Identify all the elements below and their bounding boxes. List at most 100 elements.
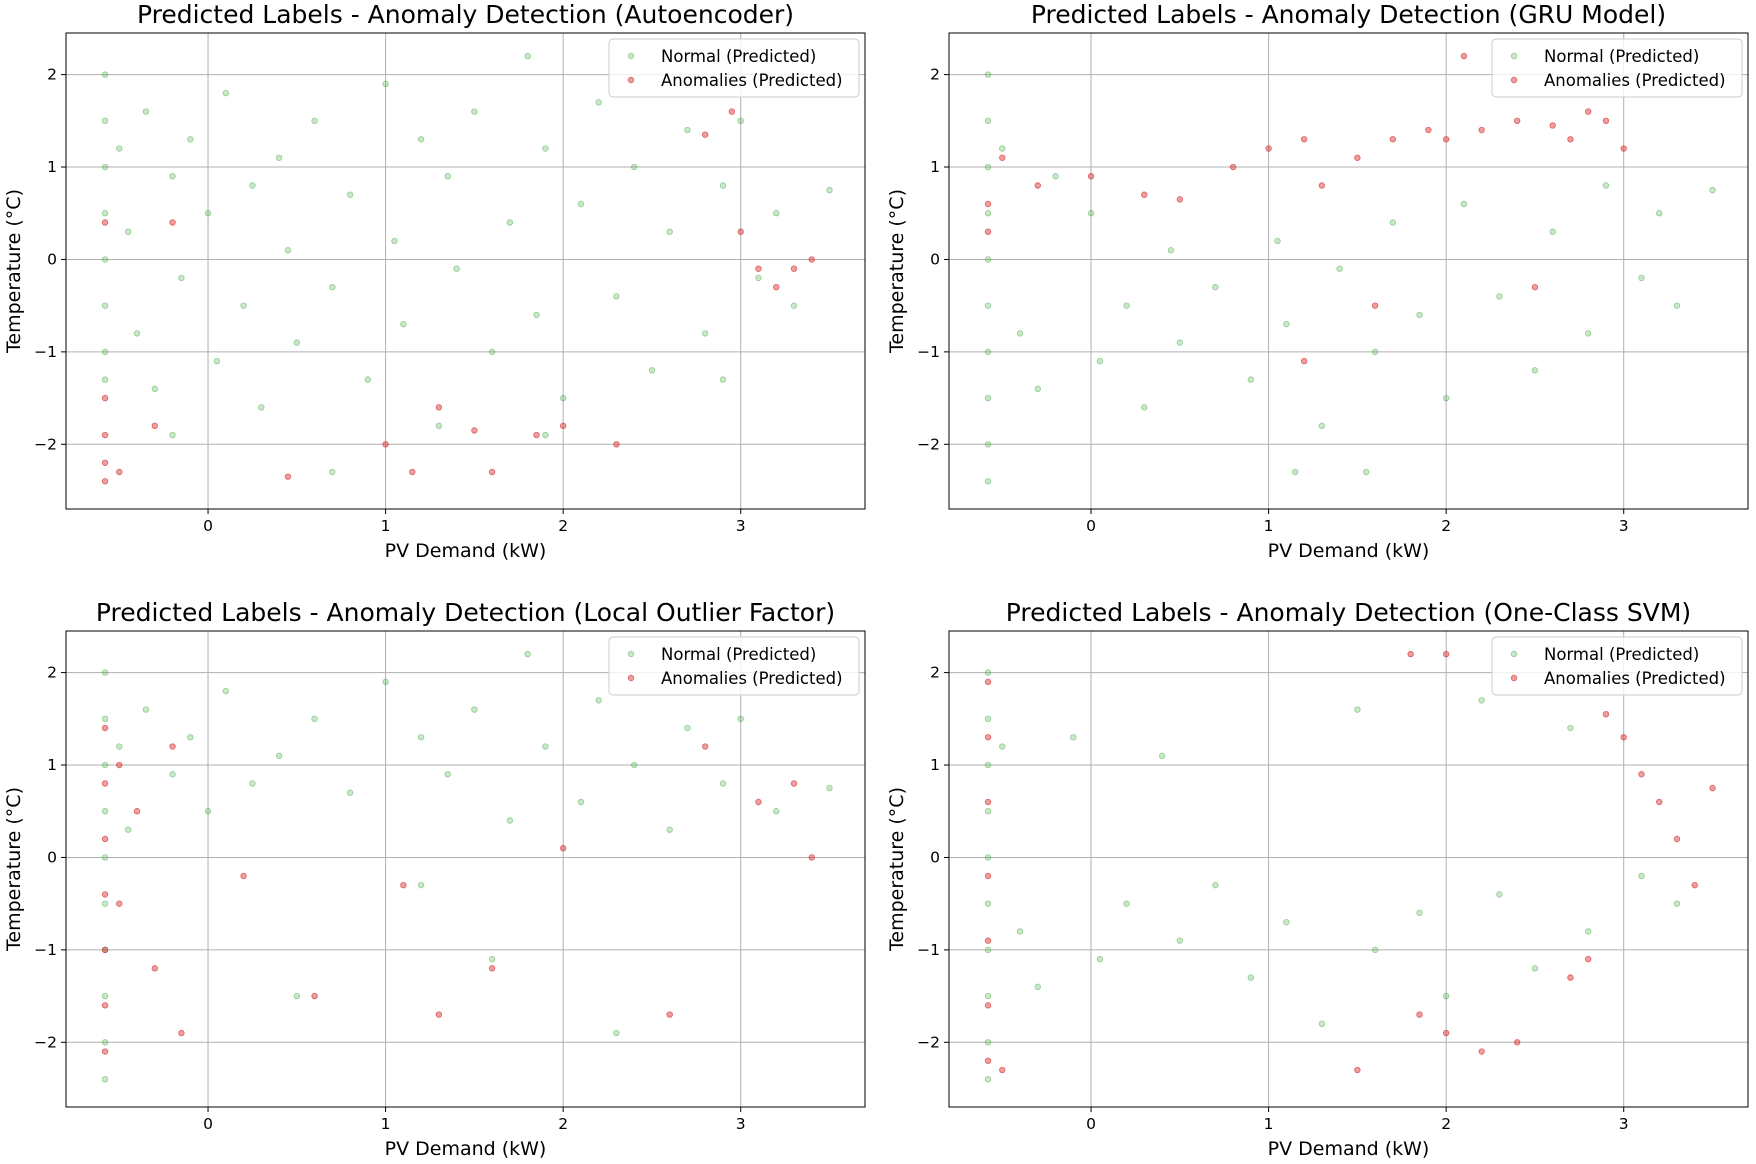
anomaly-point xyxy=(808,256,815,263)
anomaly-point xyxy=(559,845,567,852)
y-tick-label: 2 xyxy=(930,664,940,682)
normal-point xyxy=(101,808,109,815)
anomaly-point xyxy=(382,441,389,448)
y-tick-label: 1 xyxy=(47,158,57,176)
normal-point xyxy=(984,715,992,723)
anomaly-point xyxy=(999,1066,1006,1074)
anomaly-point xyxy=(169,743,176,750)
normal-point xyxy=(382,678,389,686)
legend-box xyxy=(608,38,860,98)
y-tick-label: −2 xyxy=(34,1033,57,1051)
normal-point xyxy=(1673,302,1681,309)
anomaly-point xyxy=(1389,136,1397,143)
normal-point xyxy=(737,117,744,125)
normal-point xyxy=(755,274,762,282)
normal-point xyxy=(1034,385,1041,393)
normal-point xyxy=(124,826,132,833)
normal-point xyxy=(101,302,109,309)
normal-point xyxy=(595,697,602,704)
subplot-2: Predicted Labels - Anomaly Detection (GR… xyxy=(886,0,1749,562)
anomaly-point xyxy=(1442,650,1450,658)
anomaly-point xyxy=(984,228,992,235)
normal-point xyxy=(169,431,176,439)
anomaly-point xyxy=(1584,108,1592,115)
normal-point xyxy=(666,228,673,235)
normal-point xyxy=(1442,394,1450,402)
normal-point xyxy=(773,808,780,815)
legend-marker xyxy=(627,650,635,658)
anomaly-point xyxy=(488,965,496,972)
normal-point xyxy=(222,687,229,695)
normal-point xyxy=(275,154,283,161)
anomaly-point xyxy=(116,468,123,476)
normal-point xyxy=(1070,734,1077,741)
normal-point xyxy=(613,293,620,300)
normal-point xyxy=(101,900,109,907)
x-tick-label: 3 xyxy=(736,517,746,535)
legend-marker xyxy=(627,52,635,60)
normal-point xyxy=(984,163,992,171)
normal-point xyxy=(187,734,194,741)
normal-point xyxy=(249,182,256,189)
anomaly-point xyxy=(559,422,567,430)
anomaly-point xyxy=(1300,357,1308,365)
normal-point xyxy=(984,117,992,125)
x-axis-label: PV Demand (kW) xyxy=(1268,540,1430,562)
normal-point xyxy=(1549,228,1556,235)
anomaly-point xyxy=(311,992,318,1000)
legend-entry: Anomalies (Predicted) xyxy=(1544,669,1726,688)
anomaly-point xyxy=(409,468,416,476)
normal-point xyxy=(1167,247,1175,254)
legend-box xyxy=(1491,38,1743,98)
anomaly-point xyxy=(984,678,992,686)
normal-point xyxy=(984,348,992,356)
y-tick-label: 2 xyxy=(930,66,940,84)
anomaly-point xyxy=(773,283,780,291)
plot-area xyxy=(101,650,833,1083)
anomaly-point xyxy=(1513,117,1521,125)
x-tick-label: 2 xyxy=(558,517,568,535)
normal-point xyxy=(542,431,549,439)
normal-point xyxy=(101,669,109,676)
y-tick-label: −2 xyxy=(34,435,57,453)
anomaly-point xyxy=(737,228,744,235)
anomaly-point xyxy=(1442,1029,1450,1037)
normal-point xyxy=(311,117,318,125)
legend-marker xyxy=(1510,76,1518,84)
subplot-4: Predicted Labels - Anomaly Detection (On… xyxy=(886,598,1749,1160)
normal-point xyxy=(1371,946,1379,954)
anomaly-point xyxy=(984,937,992,944)
y-tick-label: −1 xyxy=(34,941,57,959)
normal-point xyxy=(1034,983,1041,991)
anomaly-point xyxy=(116,900,123,907)
normal-point xyxy=(346,789,354,796)
y-tick-label: 1 xyxy=(47,756,57,774)
anomaly-point xyxy=(1300,136,1308,143)
normal-point xyxy=(222,89,229,97)
x-tick-label: 1 xyxy=(1264,517,1274,535)
normal-point xyxy=(630,761,638,769)
x-tick-label: 0 xyxy=(203,517,213,535)
normal-point xyxy=(577,200,585,208)
anomaly-point xyxy=(1354,154,1361,161)
y-tick-label: −2 xyxy=(917,1033,940,1051)
normal-point xyxy=(101,992,109,1000)
anomaly-point xyxy=(1656,798,1663,806)
normal-point xyxy=(213,357,221,365)
anomaly-point xyxy=(101,946,109,954)
x-axis-label: PV Demand (kW) xyxy=(1268,1138,1430,1160)
anomaly-point xyxy=(1416,1011,1423,1018)
anomaly-point xyxy=(101,478,109,485)
normal-point xyxy=(826,784,833,792)
normal-point xyxy=(169,771,176,778)
axes-frame xyxy=(948,630,1749,1108)
normal-point xyxy=(984,302,992,309)
anomaly-point xyxy=(728,108,736,115)
normal-point xyxy=(1212,283,1219,291)
x-tick-label: 1 xyxy=(381,517,391,535)
normal-point xyxy=(488,348,496,356)
anomaly-point xyxy=(1265,145,1272,152)
subplot-3: Predicted Labels - Anomaly Detection (Lo… xyxy=(3,598,866,1160)
normal-point xyxy=(984,854,992,861)
legend: Normal (Predicted) Anomalies (Predicted) xyxy=(1491,636,1743,696)
